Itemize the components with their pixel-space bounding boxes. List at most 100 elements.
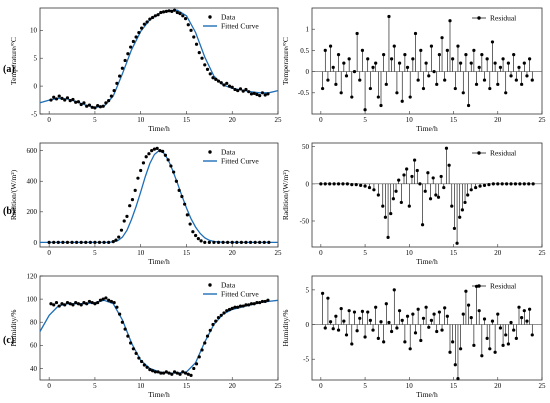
data-point: [247, 90, 251, 94]
y-tick-label: 0: [34, 83, 38, 91]
x-tick-label: 20: [229, 116, 237, 124]
residual-point: [344, 333, 349, 337]
residual-point: [496, 312, 500, 316]
residual-point: [416, 307, 420, 311]
residual-point: [352, 310, 357, 314]
residual-point: [374, 305, 378, 309]
x-tick-label: 25: [275, 249, 283, 257]
data-point: [233, 305, 237, 309]
data-point: [214, 77, 218, 82]
data-point: [71, 97, 75, 102]
data-point: [249, 92, 254, 96]
data-point: [181, 14, 185, 18]
residual-point: [423, 189, 427, 193]
x-tick-label: 20: [229, 382, 237, 390]
data-point: [197, 51, 201, 55]
residual-point: [397, 61, 402, 65]
residual-point: [390, 57, 394, 61]
residual-point: [394, 189, 398, 193]
residual-point: [360, 309, 365, 313]
data-point: [133, 188, 137, 193]
plot-frame: [39, 142, 279, 248]
residual-point: [419, 48, 423, 53]
data-point: [104, 101, 108, 105]
y-tick-label: 100: [27, 296, 38, 304]
x-tick-label: 15: [450, 382, 458, 390]
residual-point: [387, 320, 391, 325]
x-tick-label: 0: [47, 116, 51, 124]
x-tick-label: 10: [406, 116, 414, 124]
residual-point: [371, 65, 375, 69]
data-point: [236, 305, 240, 309]
plot-frame: [311, 275, 543, 381]
data-point: [230, 240, 234, 245]
data-point: [164, 9, 168, 13]
y-tick-label: 0: [306, 180, 310, 188]
residual-point: [459, 347, 463, 351]
data-point: [244, 303, 248, 307]
x-axis-label: Time/h: [148, 390, 170, 399]
residual-point: [506, 61, 510, 65]
residual-point: [381, 204, 385, 208]
data-point: [150, 15, 155, 20]
residual-point: [411, 312, 415, 316]
x-tick-label: 0: [47, 249, 51, 257]
residual-point: [485, 336, 489, 340]
data-point: [178, 11, 182, 16]
data-point: [140, 26, 144, 30]
residual-point: [389, 211, 393, 216]
data-point: [197, 355, 201, 359]
residual-point: [431, 176, 435, 180]
residual-point: [374, 61, 378, 65]
data-point: [219, 313, 223, 317]
data-point: [180, 194, 184, 199]
legend-residual-label: Residual: [490, 149, 516, 158]
residual-point: [323, 182, 327, 186]
residual-point: [399, 200, 403, 205]
residual-point: [376, 336, 380, 340]
residual-point: [382, 340, 386, 344]
data-point: [203, 240, 207, 245]
residual-point: [488, 347, 492, 351]
residual-point: [522, 61, 526, 65]
residual-point: [384, 302, 388, 306]
residual-point: [354, 183, 358, 187]
data-point: [118, 312, 122, 316]
data-point: [241, 89, 245, 93]
y-tick-label: 120: [27, 272, 38, 280]
data-point: [68, 99, 72, 103]
residual-point: [487, 183, 491, 187]
data-point: [139, 168, 143, 173]
data-point: [158, 149, 162, 153]
data-point: [74, 100, 78, 104]
residual-point: [527, 182, 531, 186]
x-tick-label: 20: [229, 249, 237, 257]
residual-point: [530, 78, 534, 82]
residual-point: [463, 200, 467, 205]
legend-data-marker: [208, 150, 212, 154]
y-tick-label: 0: [34, 239, 38, 247]
residual-point: [447, 163, 451, 167]
residual-point: [347, 309, 351, 313]
panel-b_fit: 0 5 10 15 20 25 0 200 400 600 Time/h Radition/(W/m²…: [9, 142, 283, 266]
data-point: [49, 98, 53, 102]
data-point: [130, 197, 135, 202]
legend-curve-label: Fitted Curve: [221, 290, 259, 299]
data-point: [156, 370, 160, 374]
y-tick-label: 1: [306, 26, 310, 34]
data-point: [147, 152, 151, 156]
residual-point: [359, 183, 363, 187]
y-tick-label: -5: [303, 356, 309, 364]
data-point: [200, 56, 204, 60]
panel-label-c: (c): [3, 335, 14, 346]
residual-point: [427, 325, 431, 329]
data-point: [205, 67, 210, 71]
residual-point: [472, 343, 476, 347]
residual-point: [444, 146, 449, 150]
data-point: [236, 88, 240, 93]
data-point: [54, 97, 59, 101]
residual-point: [501, 57, 505, 61]
residual-point: [456, 44, 460, 48]
data-point: [219, 81, 223, 85]
data-point: [93, 240, 97, 245]
